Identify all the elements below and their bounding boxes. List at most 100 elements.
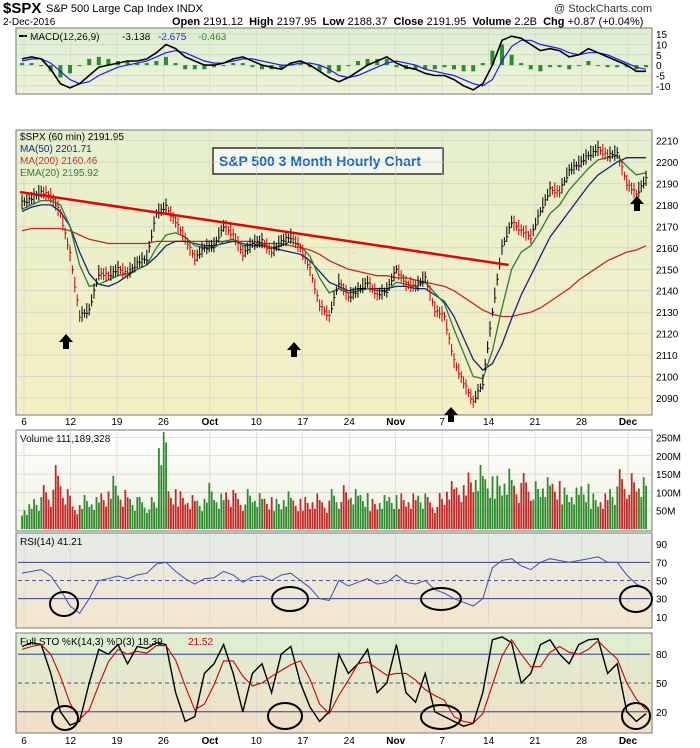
volume-bar: [513, 485, 515, 529]
macd-histogram-bar: [135, 63, 140, 66]
volume-bar: [590, 508, 592, 529]
volume-bar: [501, 495, 503, 529]
macd-histogram-bar: [394, 65, 399, 68]
x-axis-label: 14: [483, 417, 495, 428]
volume-bar: [407, 502, 410, 529]
volume-bar: [441, 499, 443, 529]
volume-bar: [424, 493, 427, 529]
volume-value: 2.2B: [514, 16, 537, 28]
macd-histogram-bar: [413, 65, 418, 70]
volume-bar: [335, 502, 338, 529]
price-legend-ma50: MA(50) 2201.71: [20, 144, 92, 155]
volume-bar: [198, 505, 201, 529]
volume-bar: [489, 497, 491, 529]
x-axis-label: 19: [111, 736, 123, 747]
volume-bar: [146, 512, 148, 529]
y-tick-label: 2140: [656, 287, 679, 298]
volume-bar: [172, 504, 175, 529]
volume-bar: [155, 507, 158, 529]
sto-legend-value: 21.52: [188, 637, 213, 648]
volume-bar: [90, 504, 93, 529]
up-arrow-marker: [287, 342, 301, 357]
volume-bar: [352, 504, 355, 529]
volume-bar: [506, 494, 508, 529]
volume-bar: [35, 504, 38, 529]
macd-histogram-bar: [509, 54, 514, 66]
annotation-box: S&P 500 3 Month Hourly Chart: [212, 147, 444, 175]
volume-bar: [578, 494, 580, 529]
sto-plot: 80 50 20: [18, 635, 668, 731]
macd-histogram-bar: [144, 63, 149, 66]
volume-bar: [213, 499, 215, 529]
x-axis-label: 19: [111, 417, 123, 428]
volume-bar: [69, 495, 71, 529]
y-tick-label: 80: [656, 650, 668, 661]
volume-bar: [290, 497, 292, 529]
macd-histogram-bar: [644, 65, 648, 68]
volume-bar: [98, 502, 100, 529]
volume-bar: [45, 492, 47, 529]
x-axis-label: 24: [344, 417, 356, 428]
x-axis-label: Dec: [619, 736, 638, 747]
volume-bar: [330, 489, 333, 529]
y-tick-label: 2110: [656, 351, 678, 362]
volume-bar: [458, 494, 460, 529]
macd-signal-line: [21, 39, 647, 87]
volume-bar: [323, 507, 326, 529]
macd-histogram-bar: [279, 65, 284, 70]
volume-bar: [465, 495, 467, 529]
volume-bar: [40, 497, 43, 529]
volume-bar: [426, 497, 429, 529]
volume-bar: [285, 506, 287, 529]
macd-histogram-bar: [461, 65, 466, 72]
volume-bar: [42, 485, 45, 529]
volume-bar: [134, 510, 136, 529]
volume-bar: [251, 502, 254, 529]
y-tick-label: 2200: [656, 158, 679, 169]
volume-bar: [467, 472, 470, 529]
volume-bar: [626, 498, 628, 529]
volume-bar: [66, 489, 69, 529]
high-value: 2197.95: [276, 16, 317, 28]
volume-bar: [434, 512, 436, 529]
y-tick-label: 2150: [656, 265, 679, 276]
volume-bar: [378, 502, 381, 529]
volume-bar: [347, 499, 350, 529]
volume-bar: [86, 500, 88, 529]
volume-bar: [112, 475, 115, 529]
resistance-trendline: [19, 190, 509, 267]
stockcharts-credit[interactable]: @ StockCharts.com: [554, 3, 652, 15]
volume-bar: [482, 476, 484, 529]
volume-bar: [551, 483, 554, 529]
volume-bar: [191, 495, 194, 529]
volume-bar: [177, 506, 179, 529]
volume-bar: [201, 511, 203, 529]
y-tick-label: 200M: [656, 452, 681, 463]
volume-bar: [23, 510, 26, 529]
macd-histogram-bar: [106, 58, 111, 66]
y-tick-label: 100M: [656, 488, 681, 499]
macd-histogram-bar: [298, 63, 303, 66]
volume-bar: [280, 509, 283, 529]
volume-bar: [342, 485, 345, 529]
volume-bar: [129, 499, 131, 529]
up-arrow-marker: [630, 196, 644, 211]
x-axis-labels: 6 12 19 26 Oct 10 17 24 Nov 7 14 21 28 Dec 6 12 19 26 Oct 1…: [21, 417, 637, 747]
volume-bar: [88, 506, 91, 529]
volume-bar: [47, 499, 50, 529]
volume-bar: [143, 507, 146, 529]
macd-histogram-bar: [605, 65, 610, 68]
volume-bar: [117, 495, 119, 529]
volume-bar: [599, 502, 602, 529]
volume-bar: [249, 495, 251, 529]
volume-bar: [395, 495, 398, 529]
y-tick-label: 150M: [656, 470, 681, 481]
volume-bar: [326, 512, 328, 529]
volume-bar: [539, 496, 542, 529]
volume-bar: [124, 489, 127, 529]
volume-bar: [525, 482, 527, 529]
rsi-line: [21, 556, 647, 615]
macd-histogram-bar: [164, 56, 168, 66]
volume-bar: [186, 502, 189, 529]
volume-bar: [182, 497, 184, 529]
